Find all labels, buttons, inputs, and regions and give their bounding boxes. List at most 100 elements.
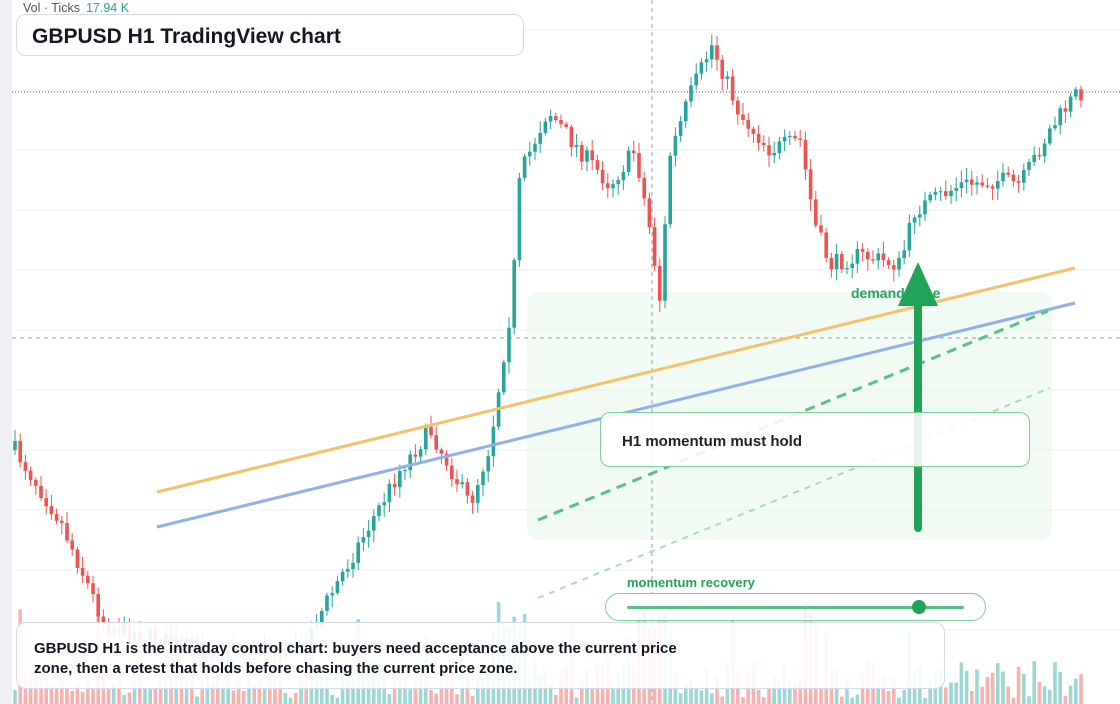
candle-body xyxy=(746,119,750,129)
candle-body xyxy=(382,502,386,506)
volume-bar xyxy=(590,685,594,704)
volume-bar xyxy=(403,681,407,704)
volume-bar xyxy=(886,690,891,704)
volume-bar xyxy=(788,681,792,704)
candle-body xyxy=(91,583,95,594)
candle-body xyxy=(444,453,449,466)
candle-body xyxy=(699,62,704,74)
candle-body xyxy=(626,150,631,172)
candle-body xyxy=(663,224,667,301)
volume-bar xyxy=(127,692,132,704)
candle-body xyxy=(60,520,64,523)
candle-body xyxy=(642,177,646,199)
volume-bar xyxy=(793,683,797,704)
candle-body xyxy=(1011,174,1016,182)
candle-body xyxy=(1027,161,1031,170)
volume-bar xyxy=(574,697,579,704)
candle-body xyxy=(928,194,932,201)
candle-body xyxy=(1001,172,1005,182)
volume-bar xyxy=(278,675,282,704)
volume-bar xyxy=(330,695,334,704)
candle-body xyxy=(730,76,735,101)
candle-body xyxy=(944,191,948,197)
volume-bar xyxy=(756,689,761,704)
candle-body xyxy=(465,482,470,496)
volume-bar xyxy=(387,694,392,704)
candle-body xyxy=(938,191,943,193)
volume-bar xyxy=(892,677,896,704)
candle-body xyxy=(647,198,652,228)
candle-body xyxy=(429,426,433,436)
volume-bar xyxy=(1048,689,1052,704)
candle-body xyxy=(80,567,85,576)
volume-bar xyxy=(954,682,958,704)
candle-body xyxy=(564,124,568,127)
description-text: GBPUSD H1 is the intraday control chart:… xyxy=(34,640,677,677)
volume-bar xyxy=(470,695,475,704)
volume-bar xyxy=(985,677,990,704)
candle-body xyxy=(533,143,537,152)
candle-body xyxy=(335,581,340,594)
candle-body xyxy=(13,441,17,450)
volume-bar xyxy=(460,675,464,704)
candle-body xyxy=(840,254,844,270)
volume-bar xyxy=(106,688,111,704)
slider-thumb[interactable] xyxy=(912,600,926,614)
volume-bar xyxy=(39,678,43,704)
candle-body xyxy=(486,456,490,472)
candle-body xyxy=(476,485,480,503)
volume-bar xyxy=(970,691,974,704)
volume-bar xyxy=(112,683,116,704)
candle-body xyxy=(881,253,886,261)
candle-body xyxy=(413,454,418,457)
candle-body xyxy=(351,562,355,569)
candle-body xyxy=(330,593,334,596)
volume-bar xyxy=(283,692,288,704)
volume-bar xyxy=(845,678,849,704)
candle-body xyxy=(1016,181,1021,183)
candle-body xyxy=(980,182,984,186)
candle-body xyxy=(1068,96,1073,112)
volume-bar xyxy=(840,696,844,704)
volume-bar xyxy=(236,676,241,704)
volume-bar xyxy=(964,670,969,704)
candle-body xyxy=(1063,108,1068,112)
candle-body xyxy=(450,465,454,480)
candle-body xyxy=(356,542,360,563)
volume-bar xyxy=(44,676,48,704)
candle-body xyxy=(933,191,938,195)
volume-bar xyxy=(1042,686,1047,704)
candle-body xyxy=(320,610,324,626)
candle-body xyxy=(788,135,792,138)
candle-body xyxy=(543,121,548,133)
candle-body xyxy=(777,141,782,153)
volume-bar xyxy=(772,674,776,704)
candle-body xyxy=(715,45,719,60)
candle-body xyxy=(918,214,922,218)
volume-value: 17.94 K xyxy=(85,1,130,15)
candle-body xyxy=(964,179,969,183)
candle-body xyxy=(860,248,865,252)
candle-body xyxy=(954,188,958,191)
volume-bar xyxy=(684,683,688,704)
volume-bar xyxy=(980,686,984,704)
candle-body xyxy=(886,260,891,266)
candle-body xyxy=(1042,143,1047,157)
volume-bar xyxy=(1011,697,1016,704)
volume-bar xyxy=(720,696,724,704)
candle-body xyxy=(470,495,475,503)
candle-body xyxy=(538,132,542,144)
volume-bar xyxy=(1058,672,1062,704)
momentum-slider[interactable] xyxy=(605,593,986,621)
candle-body xyxy=(65,522,69,541)
slider-track[interactable] xyxy=(627,606,964,609)
candle-body xyxy=(970,179,974,185)
volume-bar xyxy=(897,697,901,704)
volume-bar xyxy=(408,689,412,704)
volume-bar xyxy=(762,697,766,704)
volume-bar xyxy=(148,689,152,704)
candle-body xyxy=(39,485,43,499)
volume-bar xyxy=(257,677,262,704)
candle-body xyxy=(1022,169,1026,183)
